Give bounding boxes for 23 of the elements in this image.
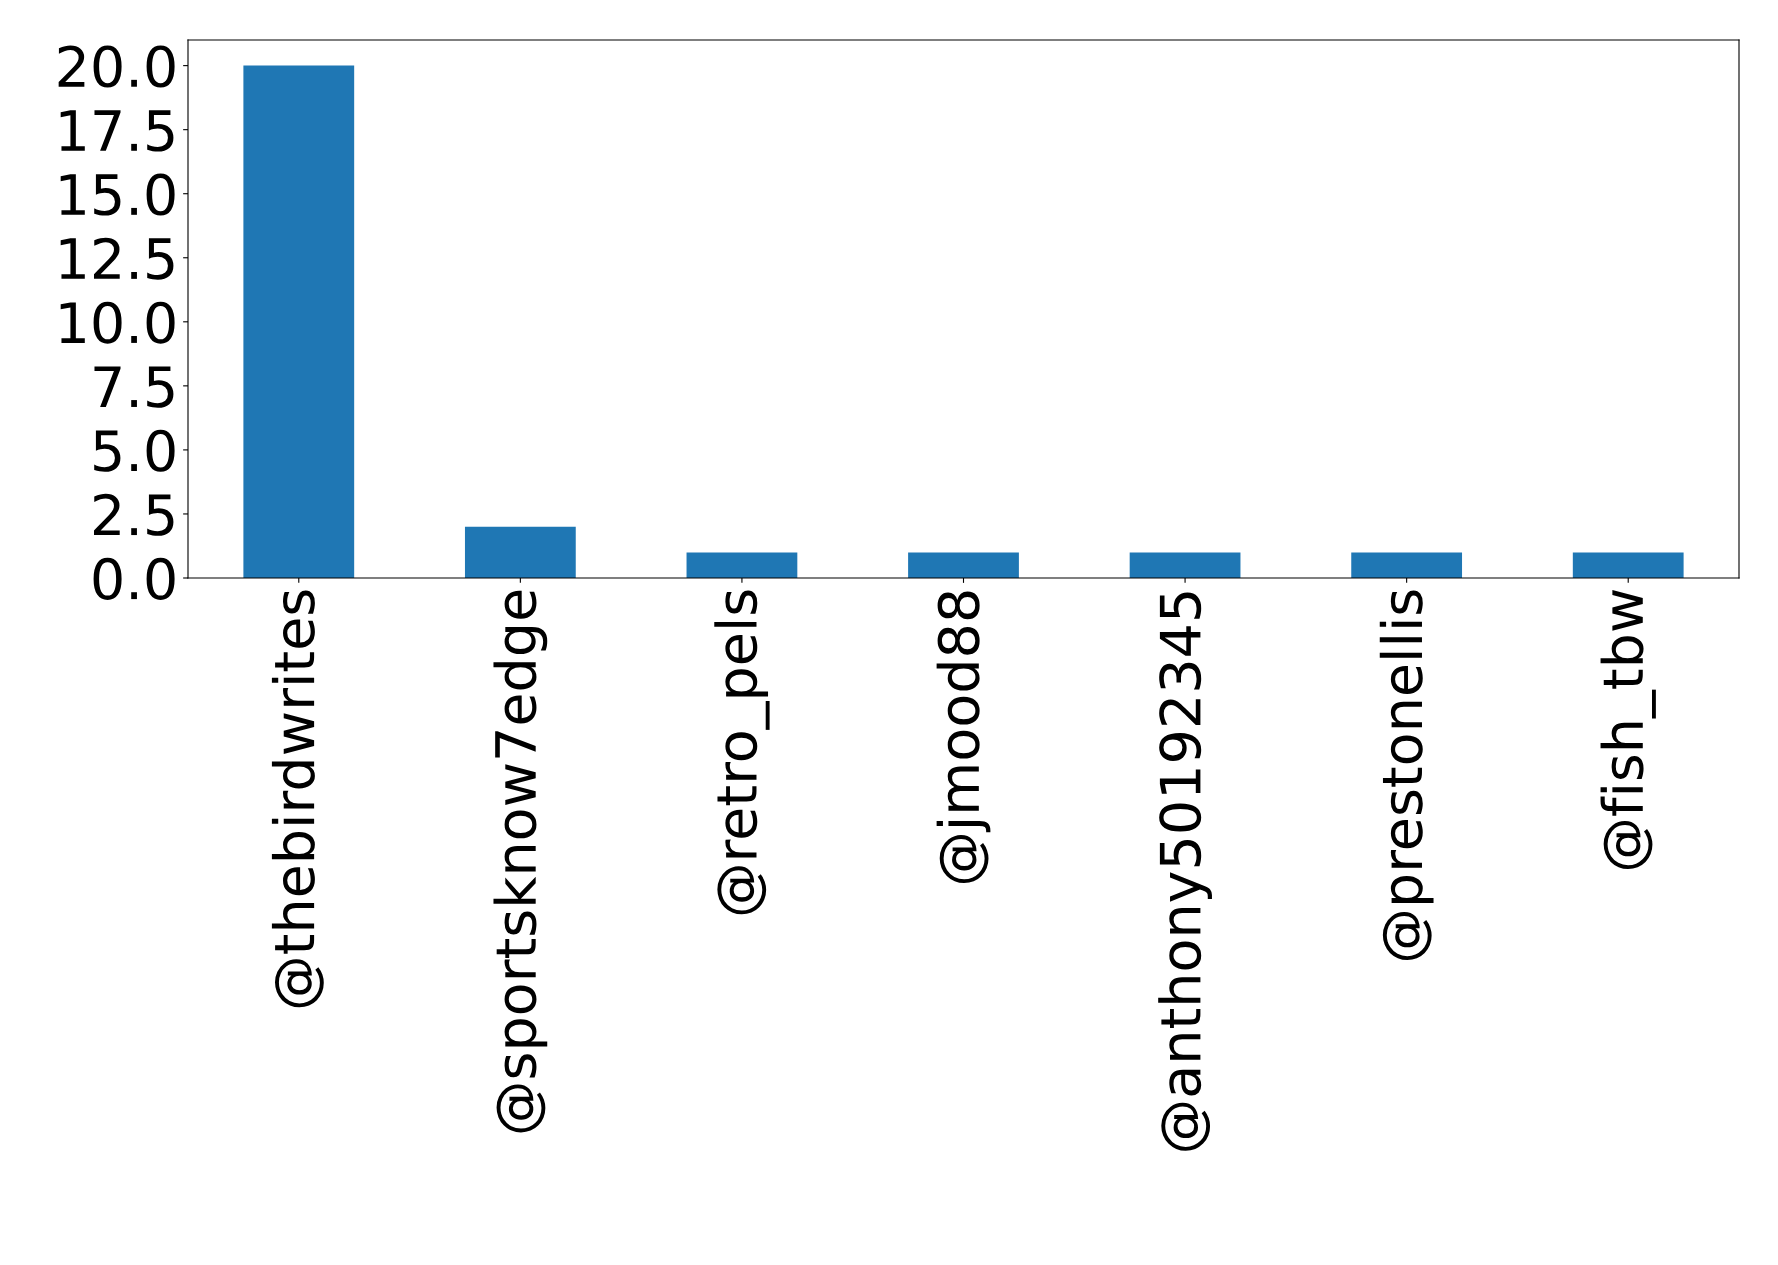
y-tick-label: 17.5	[60, 110, 174, 152]
y-tick-label: 15.0	[60, 173, 175, 216]
y-tick-label: 5.0	[94, 429, 175, 472]
y-tick-label: 20.0	[58, 45, 175, 88]
bar	[1351, 552, 1463, 578]
x-tick-label: @thebirdwrites	[271, 590, 324, 1008]
bar	[243, 65, 355, 578]
x-tick-label: @prestonellis	[1379, 590, 1434, 961]
y-tick-label: 12.5	[60, 237, 174, 280]
bar	[908, 552, 1019, 578]
bar	[1572, 552, 1684, 578]
x-tick-label: @sportsknow7edge	[493, 590, 548, 1133]
bar	[1129, 552, 1241, 578]
y-tick-label: 7.5	[94, 366, 174, 408]
x-tick-label: @retro_pels	[714, 590, 770, 915]
x-tick-label: @fish_tbw	[1600, 590, 1656, 870]
bar	[464, 526, 576, 578]
x-tick-label: @jmood88	[936, 591, 991, 884]
bar	[686, 552, 798, 578]
x-tick-label: @anthony50192345	[1158, 592, 1212, 1151]
y-tick-label: 10.0	[60, 301, 175, 344]
y-tick-label: 2.5	[94, 493, 174, 536]
y-tick-label: 0.0	[93, 557, 175, 600]
